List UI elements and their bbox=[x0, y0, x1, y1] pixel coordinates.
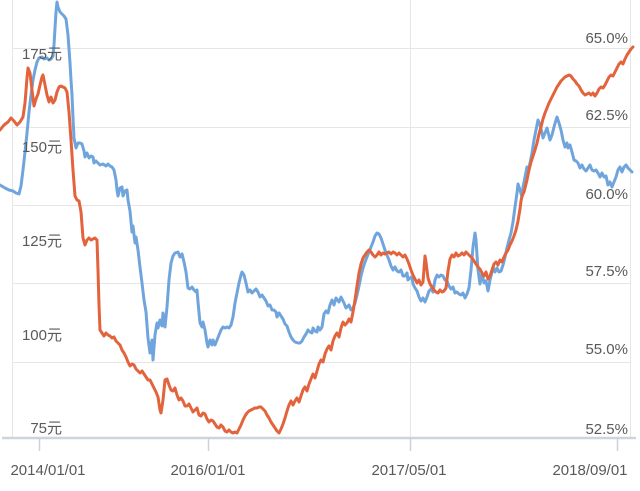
price-series-line bbox=[0, 0, 634, 362]
y-axis-left-label: 150元 bbox=[21, 139, 62, 156]
y-axis-left-label: 125元 bbox=[21, 233, 62, 250]
y-axis-right-label: 65.0% bbox=[585, 30, 628, 47]
x-axis-label: 2014/01/01 bbox=[10, 462, 86, 479]
y-axis-right-label: 62.5% bbox=[585, 107, 628, 124]
x-axis-label: 2018/09/01 bbox=[552, 462, 628, 479]
y-axis-left-label: 75元 bbox=[30, 420, 62, 437]
x-axis-label: 2017/05/01 bbox=[371, 462, 447, 479]
y-axis-right-label: 55.0% bbox=[585, 341, 628, 358]
x-axis-label: 2016/01/01 bbox=[170, 462, 246, 479]
y-axis-right-label: 57.5% bbox=[585, 263, 628, 280]
y-axis-right-label: 60.0% bbox=[585, 186, 628, 203]
y-axis-left-label: 100元 bbox=[21, 327, 62, 344]
y-axis-right-label: 52.5% bbox=[585, 421, 628, 438]
percentage-series-line bbox=[0, 45, 635, 435]
y-axis-left-label: 175元 bbox=[21, 46, 62, 63]
